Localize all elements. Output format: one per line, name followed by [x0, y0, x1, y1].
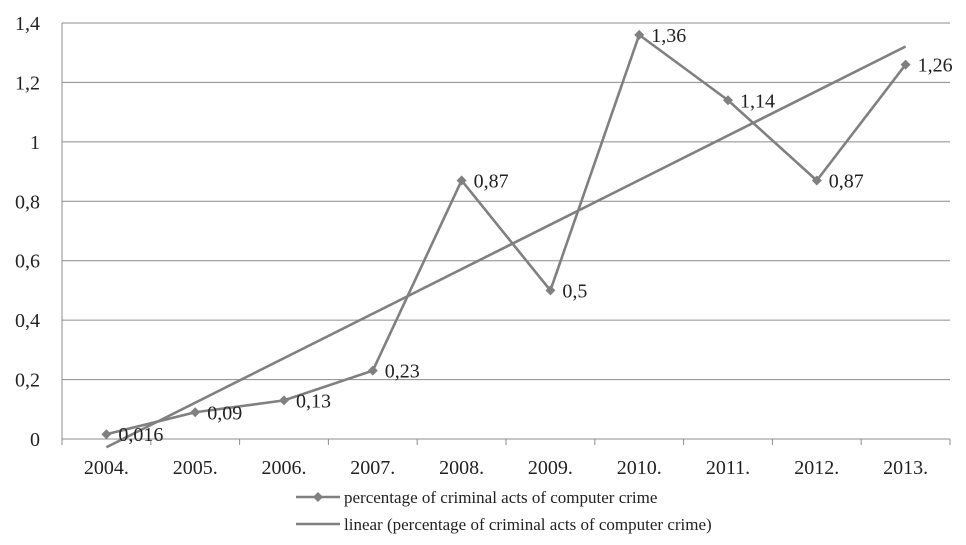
- y-tick-label: 1,2: [15, 72, 40, 94]
- y-axis-ticks: 0 0,2 0,4 0,6 0,8 1 1,2 1,4: [15, 13, 40, 451]
- series-markers: [101, 29, 911, 440]
- data-point-marker: [279, 395, 289, 406]
- data-point-marker: [101, 429, 112, 440]
- legend-item-trendline: linear (percentage of criminal acts of c…: [296, 515, 712, 534]
- series-line: [106, 33, 907, 436]
- data-label: 1,14: [740, 90, 775, 112]
- data-point-marker: [367, 365, 378, 376]
- legend-trendline-label: linear (percentage of criminal acts of c…: [344, 515, 712, 534]
- data-point-marker: [723, 95, 733, 106]
- x-tick-label: 2013.: [883, 457, 928, 479]
- legend-item-series: percentage of criminal acts of computer …: [296, 488, 657, 507]
- legend-series-label: percentage of criminal acts of computer …: [344, 488, 657, 507]
- x-tick-label: 2010.: [617, 457, 662, 479]
- data-label: 0,5: [562, 280, 587, 302]
- data-label: 0,87: [829, 170, 864, 192]
- data-label: 0,23: [385, 361, 420, 383]
- data-label: 0,09: [207, 402, 242, 424]
- data-point-marker: [456, 175, 467, 186]
- trendline: [105, 45, 907, 449]
- axes: [61, 23, 951, 445]
- data-labels: 0,016 0,09 0,13 0,23 0,87 0,5 1,36 1,14 0,87 1,26: [118, 25, 952, 446]
- x-tick-label: 2006.: [262, 457, 307, 479]
- x-axis-ticks: 2004. 2005. 2006. 2007. 2008. 2009. 2010. 2011.…: [84, 457, 928, 479]
- y-tick-label: 0,6: [15, 251, 40, 273]
- x-tick-label: 2004.: [84, 457, 129, 479]
- x-tick-label: 2011.: [706, 457, 750, 479]
- data-label: 1,26: [918, 55, 953, 77]
- y-tick-label: 0,2: [15, 370, 40, 392]
- y-tick-label: 1: [30, 132, 40, 154]
- x-tick-label: 2012.: [794, 457, 839, 479]
- x-tick-label: 2005.: [173, 457, 218, 479]
- trendline-line: [105, 45, 907, 449]
- legend: percentage of criminal acts of computer …: [296, 488, 712, 534]
- legend-series-swatch-marker: [313, 492, 323, 502]
- data-point-marker: [190, 407, 201, 418]
- y-tick-label: 0,4: [15, 310, 40, 332]
- series-polyline: [106, 33, 907, 436]
- data-point-marker: [634, 29, 645, 40]
- x-tick-label: 2007.: [350, 457, 395, 479]
- gridlines: [62, 22, 950, 381]
- data-label: 1,36: [651, 25, 686, 47]
- y-tick-label: 0: [30, 429, 40, 451]
- data-point-marker: [545, 285, 556, 296]
- x-tick-label: 2009.: [528, 457, 573, 479]
- data-label: 0,016: [118, 424, 163, 446]
- data-point-marker: [811, 175, 822, 186]
- data-label: 0,87: [474, 170, 509, 192]
- y-tick-label: 1,4: [15, 13, 40, 35]
- x-tick-label: 2008.: [439, 457, 484, 479]
- y-tick-label: 0,8: [15, 191, 40, 213]
- data-point-marker: [900, 59, 911, 70]
- data-label: 0,13: [296, 390, 331, 412]
